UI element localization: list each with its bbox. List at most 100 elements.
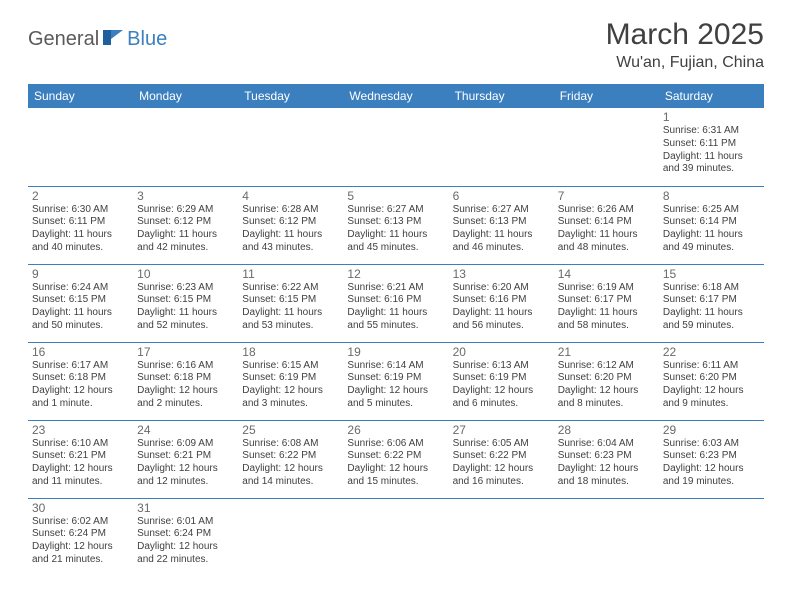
day-number: 10 — [137, 267, 234, 281]
day-number: 24 — [137, 423, 234, 437]
calendar-cell — [449, 108, 554, 186]
calendar-cell: 29Sunrise: 6:03 AMSunset: 6:23 PMDayligh… — [659, 420, 764, 498]
day-number: 20 — [453, 345, 550, 359]
day-info: Sunrise: 6:30 AMSunset: 6:11 PMDaylight:… — [32, 204, 129, 255]
day-number: 26 — [347, 423, 444, 437]
calendar-cell: 11Sunrise: 6:22 AMSunset: 6:15 PMDayligh… — [238, 264, 343, 342]
day-info: Sunrise: 6:12 AMSunset: 6:20 PMDaylight:… — [558, 360, 655, 411]
calendar-cell: 24Sunrise: 6:09 AMSunset: 6:21 PMDayligh… — [133, 420, 238, 498]
calendar-cell — [449, 498, 554, 576]
day-number: 23 — [32, 423, 129, 437]
calendar-cell: 30Sunrise: 6:02 AMSunset: 6:24 PMDayligh… — [28, 498, 133, 576]
calendar-row: 16Sunrise: 6:17 AMSunset: 6:18 PMDayligh… — [28, 342, 764, 420]
day-info: Sunrise: 6:31 AMSunset: 6:11 PMDaylight:… — [663, 125, 760, 176]
day-number: 4 — [242, 189, 339, 203]
day-number: 28 — [558, 423, 655, 437]
brand-part1: General — [28, 28, 99, 51]
day-number: 14 — [558, 267, 655, 281]
calendar-cell: 2Sunrise: 6:30 AMSunset: 6:11 PMDaylight… — [28, 186, 133, 264]
day-number: 1 — [663, 110, 760, 124]
calendar-cell: 23Sunrise: 6:10 AMSunset: 6:21 PMDayligh… — [28, 420, 133, 498]
calendar-cell: 6Sunrise: 6:27 AMSunset: 6:13 PMDaylight… — [449, 186, 554, 264]
day-number: 5 — [347, 189, 444, 203]
day-info: Sunrise: 6:01 AMSunset: 6:24 PMDaylight:… — [137, 516, 234, 567]
day-info: Sunrise: 6:05 AMSunset: 6:22 PMDaylight:… — [453, 438, 550, 489]
day-info: Sunrise: 6:06 AMSunset: 6:22 PMDaylight:… — [347, 438, 444, 489]
day-info: Sunrise: 6:29 AMSunset: 6:12 PMDaylight:… — [137, 204, 234, 255]
day-number: 17 — [137, 345, 234, 359]
weekday-header: Thursday — [449, 84, 554, 108]
day-number: 22 — [663, 345, 760, 359]
day-number: 29 — [663, 423, 760, 437]
day-number: 30 — [32, 501, 129, 515]
day-number: 31 — [137, 501, 234, 515]
calendar-body: 1Sunrise: 6:31 AMSunset: 6:11 PMDaylight… — [28, 108, 764, 576]
calendar-cell — [133, 108, 238, 186]
calendar-cell — [343, 498, 448, 576]
weekday-header-row: Sunday Monday Tuesday Wednesday Thursday… — [28, 84, 764, 108]
calendar-cell: 12Sunrise: 6:21 AMSunset: 6:16 PMDayligh… — [343, 264, 448, 342]
calendar-cell: 20Sunrise: 6:13 AMSunset: 6:19 PMDayligh… — [449, 342, 554, 420]
calendar-row: 23Sunrise: 6:10 AMSunset: 6:21 PMDayligh… — [28, 420, 764, 498]
day-number: 21 — [558, 345, 655, 359]
day-info: Sunrise: 6:09 AMSunset: 6:21 PMDaylight:… — [137, 438, 234, 489]
calendar-cell: 17Sunrise: 6:16 AMSunset: 6:18 PMDayligh… — [133, 342, 238, 420]
calendar-cell: 31Sunrise: 6:01 AMSunset: 6:24 PMDayligh… — [133, 498, 238, 576]
calendar-cell: 19Sunrise: 6:14 AMSunset: 6:19 PMDayligh… — [343, 342, 448, 420]
day-info: Sunrise: 6:25 AMSunset: 6:14 PMDaylight:… — [663, 204, 760, 255]
calendar-cell — [659, 498, 764, 576]
weekday-header: Sunday — [28, 84, 133, 108]
calendar-cell — [238, 108, 343, 186]
day-info: Sunrise: 6:15 AMSunset: 6:19 PMDaylight:… — [242, 360, 339, 411]
calendar-cell: 22Sunrise: 6:11 AMSunset: 6:20 PMDayligh… — [659, 342, 764, 420]
calendar-cell — [343, 108, 448, 186]
day-number: 3 — [137, 189, 234, 203]
brand-part2: Blue — [127, 28, 167, 51]
day-info: Sunrise: 6:08 AMSunset: 6:22 PMDaylight:… — [242, 438, 339, 489]
calendar-cell: 18Sunrise: 6:15 AMSunset: 6:19 PMDayligh… — [238, 342, 343, 420]
weekday-header: Wednesday — [343, 84, 448, 108]
calendar-cell: 15Sunrise: 6:18 AMSunset: 6:17 PMDayligh… — [659, 264, 764, 342]
calendar-cell — [238, 498, 343, 576]
day-number: 13 — [453, 267, 550, 281]
calendar-cell: 21Sunrise: 6:12 AMSunset: 6:20 PMDayligh… — [554, 342, 659, 420]
day-number: 11 — [242, 267, 339, 281]
day-number: 27 — [453, 423, 550, 437]
day-info: Sunrise: 6:22 AMSunset: 6:15 PMDaylight:… — [242, 282, 339, 333]
calendar-row: 2Sunrise: 6:30 AMSunset: 6:11 PMDaylight… — [28, 186, 764, 264]
calendar-cell: 4Sunrise: 6:28 AMSunset: 6:12 PMDaylight… — [238, 186, 343, 264]
day-info: Sunrise: 6:18 AMSunset: 6:17 PMDaylight:… — [663, 282, 760, 333]
calendar-cell: 16Sunrise: 6:17 AMSunset: 6:18 PMDayligh… — [28, 342, 133, 420]
weekday-header: Tuesday — [238, 84, 343, 108]
calendar-cell: 5Sunrise: 6:27 AMSunset: 6:13 PMDaylight… — [343, 186, 448, 264]
day-info: Sunrise: 6:17 AMSunset: 6:18 PMDaylight:… — [32, 360, 129, 411]
day-info: Sunrise: 6:11 AMSunset: 6:20 PMDaylight:… — [663, 360, 760, 411]
calendar-row: 9Sunrise: 6:24 AMSunset: 6:15 PMDaylight… — [28, 264, 764, 342]
day-info: Sunrise: 6:26 AMSunset: 6:14 PMDaylight:… — [558, 204, 655, 255]
day-number: 2 — [32, 189, 129, 203]
day-info: Sunrise: 6:10 AMSunset: 6:21 PMDaylight:… — [32, 438, 129, 489]
day-info: Sunrise: 6:02 AMSunset: 6:24 PMDaylight:… — [32, 516, 129, 567]
day-number: 6 — [453, 189, 550, 203]
day-number: 25 — [242, 423, 339, 437]
day-info: Sunrise: 6:16 AMSunset: 6:18 PMDaylight:… — [137, 360, 234, 411]
calendar-cell: 27Sunrise: 6:05 AMSunset: 6:22 PMDayligh… — [449, 420, 554, 498]
day-number: 19 — [347, 345, 444, 359]
calendar-cell: 14Sunrise: 6:19 AMSunset: 6:17 PMDayligh… — [554, 264, 659, 342]
calendar-cell — [28, 108, 133, 186]
day-number: 15 — [663, 267, 760, 281]
calendar-cell — [554, 108, 659, 186]
calendar-cell: 9Sunrise: 6:24 AMSunset: 6:15 PMDaylight… — [28, 264, 133, 342]
day-info: Sunrise: 6:24 AMSunset: 6:15 PMDaylight:… — [32, 282, 129, 333]
calendar-cell: 10Sunrise: 6:23 AMSunset: 6:15 PMDayligh… — [133, 264, 238, 342]
calendar-table: Sunday Monday Tuesday Wednesday Thursday… — [28, 84, 764, 576]
day-info: Sunrise: 6:27 AMSunset: 6:13 PMDaylight:… — [347, 204, 444, 255]
title-block: March 2025 Wu'an, Fujian, China — [606, 18, 764, 72]
calendar-cell: 25Sunrise: 6:08 AMSunset: 6:22 PMDayligh… — [238, 420, 343, 498]
weekday-header: Friday — [554, 84, 659, 108]
weekday-header: Monday — [133, 84, 238, 108]
day-number: 8 — [663, 189, 760, 203]
calendar-cell: 3Sunrise: 6:29 AMSunset: 6:12 PMDaylight… — [133, 186, 238, 264]
brand-logo: General Blue — [28, 18, 167, 51]
calendar-row: 30Sunrise: 6:02 AMSunset: 6:24 PMDayligh… — [28, 498, 764, 576]
